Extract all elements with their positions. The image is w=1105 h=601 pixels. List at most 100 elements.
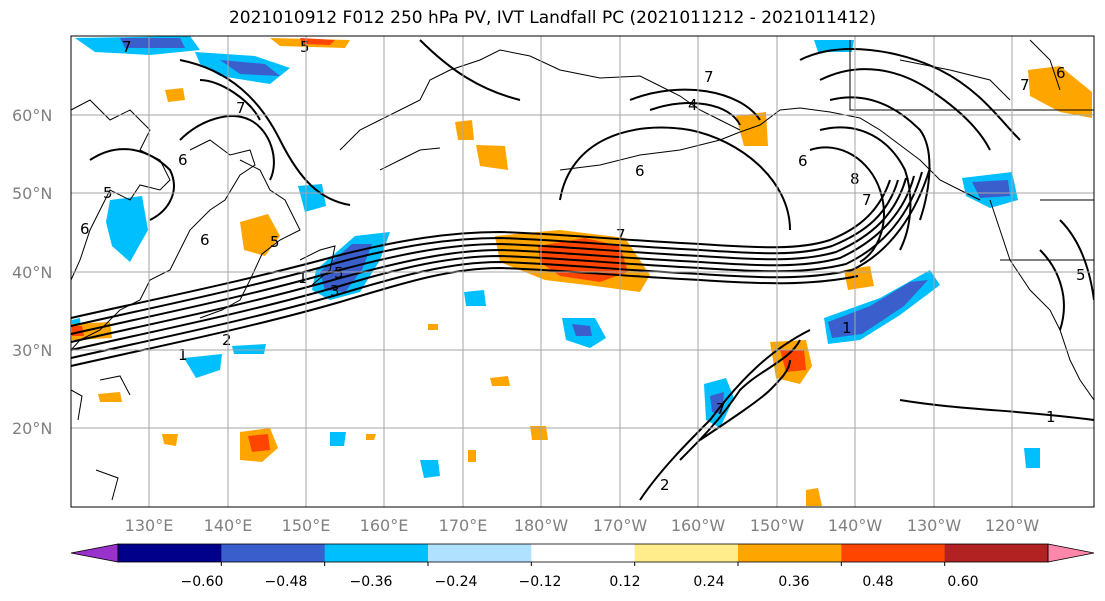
lon-label: 160°E <box>360 516 409 535</box>
lon-label: 140°W <box>828 516 883 535</box>
colorbar-tick-label: 0.24 <box>693 574 724 590</box>
contour-label: 7 <box>716 400 726 418</box>
longitude-labels: 130°E 140°E 150°E 160°E 170°E 180°W 170°… <box>125 516 1040 535</box>
contour-label: 3 <box>330 282 340 300</box>
lon-label: 170°E <box>439 516 488 535</box>
colorbar-swatch <box>531 544 636 562</box>
colorbar-tick-label: −0.12 <box>519 574 562 590</box>
contour-label: 4 <box>688 96 698 114</box>
contour-label: 2 <box>660 476 670 494</box>
shade-positive <box>476 145 508 170</box>
shade-negative <box>710 392 724 414</box>
colorbar-extend-high <box>1047 543 1095 563</box>
lon-label: 120°W <box>985 516 1040 535</box>
shade-positive <box>240 214 280 256</box>
colorbar-tick-labels: −0.60 −0.48 −0.36 −0.24 −0.12 0.12 0.24 … <box>181 574 979 590</box>
lon-label: 150°E <box>282 516 331 535</box>
contour-label: 5 <box>334 264 344 282</box>
lon-label: 170°W <box>593 516 648 535</box>
contour-label: 6 <box>200 231 210 249</box>
contour-label: 5 <box>270 233 280 251</box>
shade-positive <box>530 426 548 440</box>
contour-label: 6 <box>635 162 645 180</box>
lon-label: 140°E <box>204 516 253 535</box>
contour-label: 6 <box>178 151 188 169</box>
shade-negative <box>330 432 346 446</box>
shade-positive <box>736 112 768 146</box>
shade-negative <box>1024 448 1040 468</box>
shade-negative <box>420 460 440 478</box>
contour-label-group: 7 5 7 5 6 6 6 5 1 1 2 5 3 7 4 6 7 6 8 7 … <box>80 38 1086 494</box>
lat-label: 20°N <box>12 419 52 438</box>
colorbar-tick-label: −0.36 <box>350 574 393 590</box>
colorbar-swatch <box>634 544 739 562</box>
colorbar-swatch <box>221 544 326 562</box>
chart-title: 2021010912 F012 250 hPa PV, IVT Landfall… <box>228 8 876 28</box>
contour-label: 5 <box>300 38 310 56</box>
colorbar-tick-label: 0.48 <box>862 574 893 590</box>
lon-label: 130°W <box>907 516 962 535</box>
lat-label: 50°N <box>12 184 52 203</box>
contour-label: 6 <box>798 152 808 170</box>
contour-label: 1 <box>178 346 188 364</box>
shade-positive <box>98 392 122 402</box>
contour-label: 7 <box>1020 76 1030 94</box>
shade-positive <box>248 434 270 452</box>
contour-label: 1 <box>1046 408 1056 426</box>
lat-label: 30°N <box>12 341 52 360</box>
shade-positive <box>1028 66 1092 118</box>
colorbar-tick-label: 0.12 <box>609 574 640 590</box>
lat-label: 60°N <box>12 106 52 125</box>
shade-negative <box>184 354 222 378</box>
shade-positive <box>455 120 474 140</box>
colorbar-tick-label: −0.24 <box>435 574 478 590</box>
colorbar-swatch <box>118 544 222 562</box>
contour-label: 1 <box>842 319 852 337</box>
contour-label: 2 <box>222 331 232 349</box>
shade-positive <box>162 434 178 446</box>
contour-label: 7 <box>862 191 872 209</box>
pv-shading <box>72 36 1092 506</box>
latitude-labels: 60°N 50°N 40°N 30°N 20°N <box>12 106 52 438</box>
shade-negative <box>828 280 928 338</box>
contour-label: 6 <box>80 220 90 238</box>
shade-negative <box>464 290 486 306</box>
map-frame <box>70 35 1095 508</box>
lon-label: 130°E <box>125 516 174 535</box>
contour-label: 7 <box>704 68 714 86</box>
colorbar-swatch <box>944 544 1049 562</box>
colorbar-swatch <box>738 544 842 562</box>
gridlines <box>71 36 1094 507</box>
shade-positive <box>806 488 822 506</box>
lon-label: 160°W <box>671 516 726 535</box>
lon-label: 150°W <box>750 516 805 535</box>
colorbar <box>70 543 1095 566</box>
shade-positive <box>300 38 335 45</box>
colorbar-frame <box>117 543 1049 563</box>
contour-label: 7 <box>616 226 626 244</box>
shade-negative <box>572 324 592 336</box>
shade-negative <box>106 196 148 262</box>
lon-label: 180°W <box>514 516 569 535</box>
lat-label: 40°N <box>12 263 52 282</box>
contour-lines <box>71 39 1094 501</box>
shade-positive <box>428 324 438 330</box>
colorbar-tick-label: 0.60 <box>947 574 978 590</box>
shade-positive <box>468 450 476 462</box>
contour-label: 7 <box>236 99 246 117</box>
colorbar-extend-low <box>70 543 119 563</box>
colorbar-tick-label: −0.48 <box>265 574 308 590</box>
contour-label: 1 <box>298 269 308 287</box>
shade-negative <box>232 344 266 354</box>
shade-negative <box>120 38 185 48</box>
colorbar-tick-label: −0.60 <box>181 574 224 590</box>
shade-positive <box>366 434 376 440</box>
contour-label: 7 <box>122 38 132 56</box>
shade-positive <box>490 376 510 386</box>
shade-positive <box>165 88 185 102</box>
shade-negative <box>220 60 280 76</box>
contour-label: 6 <box>1056 64 1066 82</box>
colorbar-tick-label: 0.36 <box>778 574 809 590</box>
contour-label: 5 <box>1076 266 1086 284</box>
